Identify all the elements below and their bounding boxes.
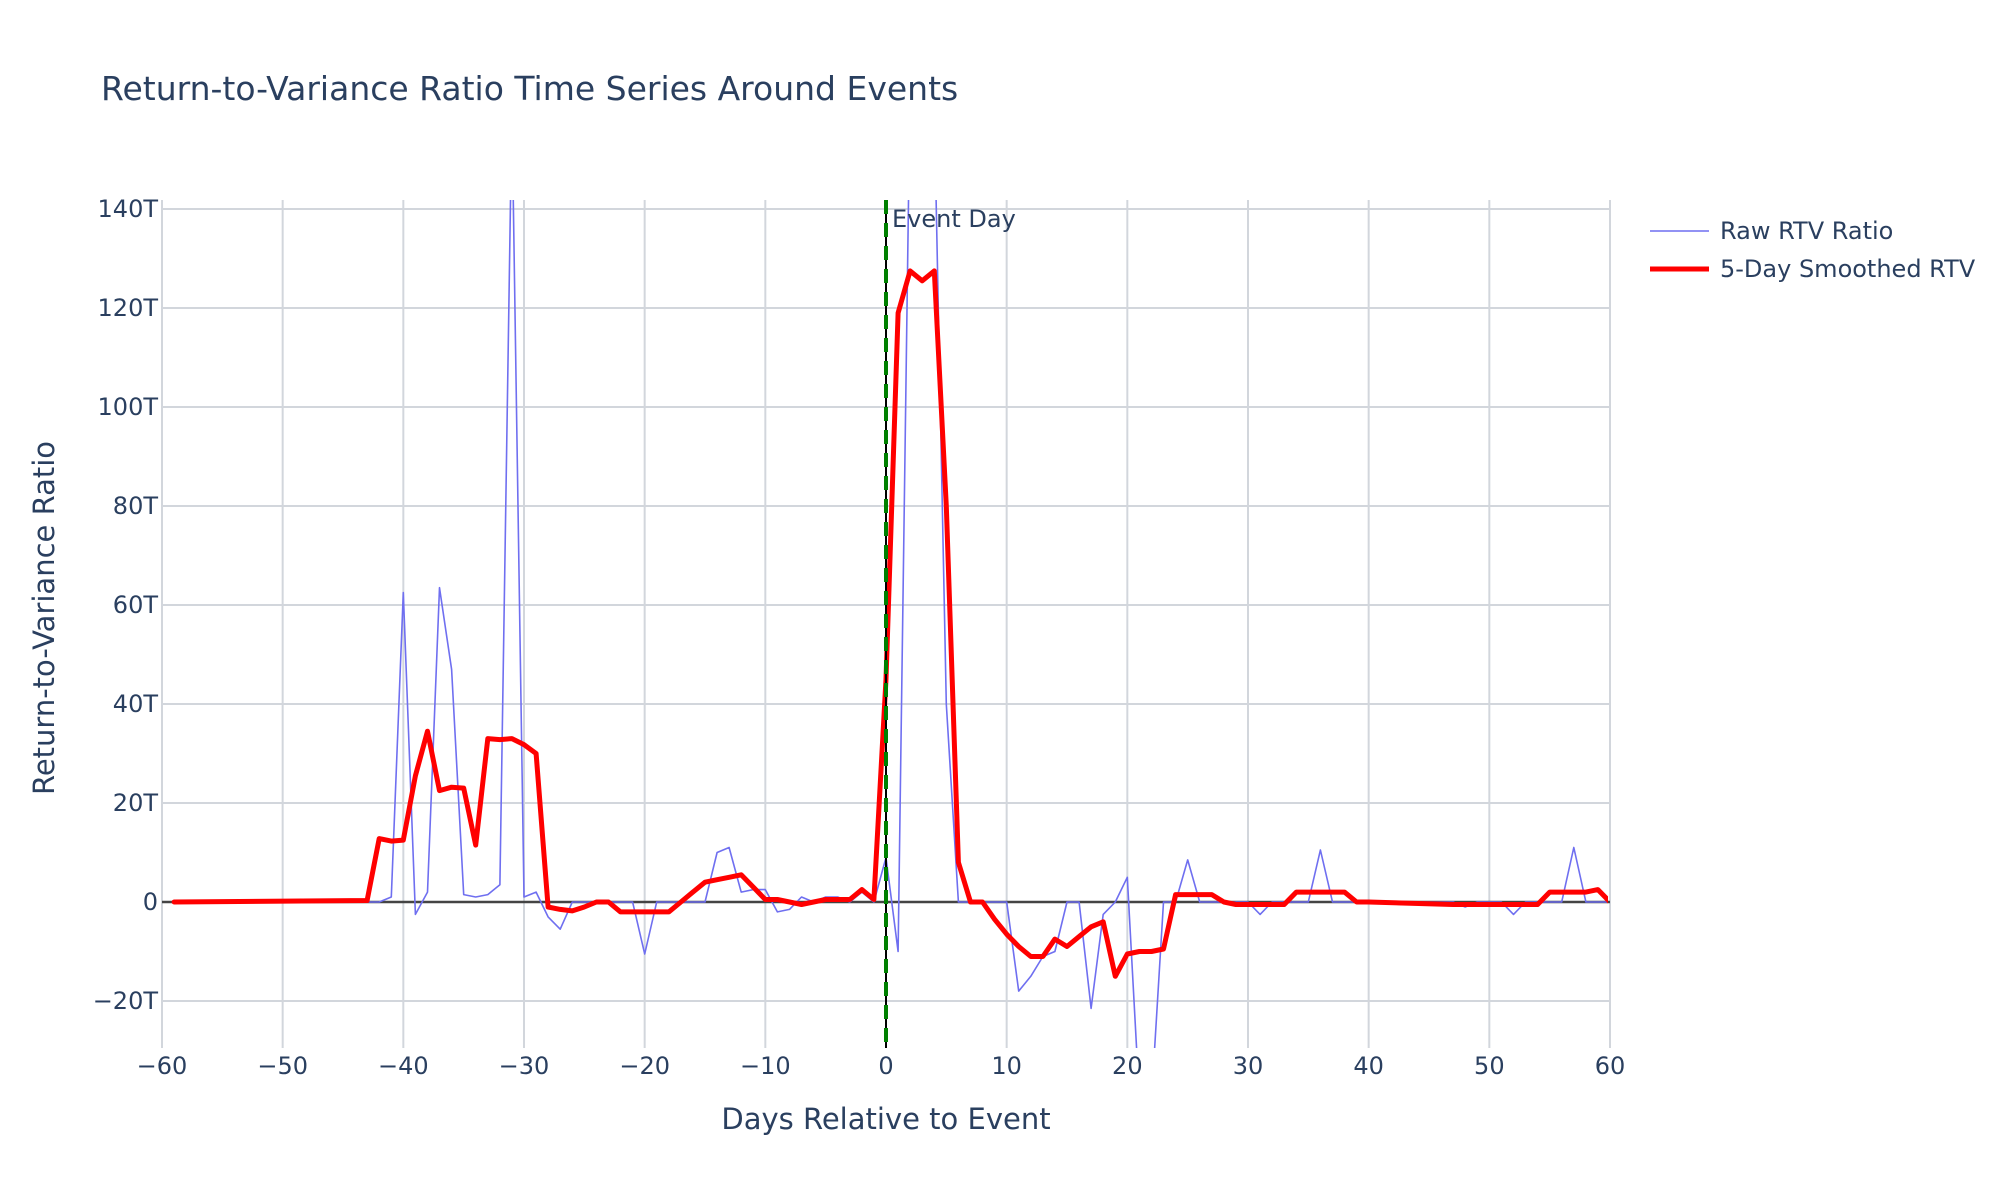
x-tick-label: −10 xyxy=(740,1052,791,1080)
event-day-annotation: Event Day xyxy=(892,205,1016,233)
x-tick-label: 0 xyxy=(878,1052,893,1080)
x-axis-title: Days Relative to Event xyxy=(721,1102,1050,1136)
series-layer xyxy=(171,200,1608,1048)
y-tick-label: 100T xyxy=(98,393,159,421)
legend-label: 5-Day Smoothed RTV xyxy=(1720,255,1976,283)
x-tick-label: −40 xyxy=(378,1052,429,1080)
x-tick-label: −30 xyxy=(499,1052,550,1080)
y-tick-label: 20T xyxy=(113,789,159,817)
y-tick-label: 80T xyxy=(113,492,159,520)
x-tick-label: 20 xyxy=(1112,1052,1143,1080)
x-tick-label: −20 xyxy=(619,1052,670,1080)
y-tick-label: −20T xyxy=(93,987,159,1015)
x-tick-label: 10 xyxy=(991,1052,1022,1080)
legend-item: Raw RTV Ratio xyxy=(1650,217,1893,245)
x-tick-label: 50 xyxy=(1474,1052,1505,1080)
legend-item: 5-Day Smoothed RTV xyxy=(1650,255,1976,283)
y-tick-label: 140T xyxy=(98,195,159,223)
legend-label: Raw RTV Ratio xyxy=(1720,217,1893,245)
chart-title: Return-to-Variance Ratio Time Series Aro… xyxy=(101,69,958,108)
y-tick-label: 0 xyxy=(143,888,158,916)
x-axis-ticks: −60 −50 −40 −30 −20 −10 0 10 20 30 40 50 60 xyxy=(137,1052,1626,1080)
y-axis-title: Return-to-Variance Ratio xyxy=(27,441,61,795)
y-tick-label: 40T xyxy=(113,690,159,718)
annotation-layer: Event Day xyxy=(892,205,1016,233)
legend: Raw RTV Ratio 5-Day Smoothed RTV xyxy=(1650,217,1976,283)
x-tick-label: −50 xyxy=(257,1052,308,1080)
y-tick-label: 120T xyxy=(98,294,159,322)
x-tick-label: −60 xyxy=(137,1052,188,1080)
y-tick-label: 60T xyxy=(113,591,159,619)
series-line-smoothed-rtv xyxy=(171,268,1608,979)
x-tick-label: 30 xyxy=(1233,1052,1264,1080)
series-line-raw-rtv xyxy=(173,200,1608,1048)
y-axis-ticks: −20T 0 20T 40T 60T 80T 100T 120T 140T xyxy=(93,195,159,1015)
x-tick-label: 60 xyxy=(1595,1052,1626,1080)
x-tick-label: 40 xyxy=(1353,1052,1384,1080)
